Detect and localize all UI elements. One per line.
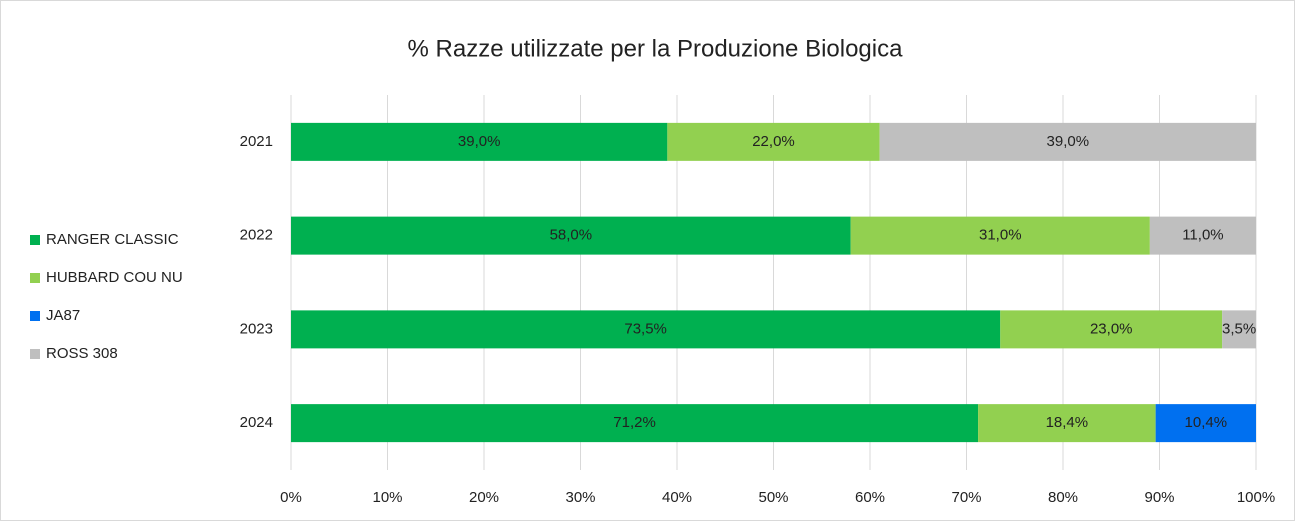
bar-segment [667, 122, 880, 161]
x-tick-label: 60% [855, 489, 885, 506]
legend-swatch [30, 273, 40, 283]
bar-segment [850, 216, 1150, 255]
data-label: 11,0% [1182, 227, 1223, 244]
data-label: 3,5% [1222, 320, 1256, 337]
legend-label: RANGER CLASSIC [46, 231, 179, 248]
x-tick-label: 0% [280, 489, 302, 506]
y-tick-label: 2022 [240, 227, 273, 244]
legend-label: JA87 [46, 307, 80, 324]
data-label: 39,0% [1047, 133, 1090, 150]
data-label: 22,0% [752, 133, 795, 150]
bar-segment [1149, 216, 1256, 255]
y-tick-label: 2023 [240, 320, 273, 337]
bar-segment [291, 122, 668, 161]
chart-title: % Razze utilizzate per la Produzione Bio… [408, 35, 904, 62]
x-tick-label: 20% [469, 489, 499, 506]
bar-segment [879, 122, 1256, 161]
x-tick-label: 10% [372, 489, 402, 506]
bar-segment [978, 404, 1156, 443]
x-tick-label: 50% [758, 489, 788, 506]
x-tick-label: 80% [1048, 489, 1078, 506]
data-label: 18,4% [1046, 414, 1089, 431]
data-label: 10,4% [1185, 414, 1228, 431]
bar-segment [291, 310, 1001, 349]
x-tick-label: 70% [951, 489, 981, 506]
bar-segment [1155, 404, 1256, 443]
x-tick-label: 30% [565, 489, 595, 506]
legend-label: ROSS 308 [46, 345, 118, 362]
legend-swatch [30, 235, 40, 245]
bar-segment [291, 216, 851, 255]
legend-swatch [30, 349, 40, 359]
x-tick-label: 40% [662, 489, 692, 506]
data-label: 71,2% [613, 414, 656, 431]
bar-segment [1222, 310, 1256, 349]
y-tick-label: 2021 [240, 133, 273, 150]
data-label: 73,5% [624, 320, 667, 337]
y-tick-label: 2024 [240, 414, 273, 431]
data-label: 31,0% [979, 227, 1022, 244]
data-label: 58,0% [550, 227, 593, 244]
data-label: 39,0% [458, 133, 501, 150]
data-label: 23,0% [1090, 320, 1133, 337]
bar-segment [291, 404, 979, 443]
legend-label: HUBBARD COU NU [46, 269, 183, 286]
bar-segment [1000, 310, 1223, 349]
legend-swatch [30, 311, 40, 321]
x-tick-label: 100% [1237, 489, 1275, 506]
x-tick-label: 90% [1144, 489, 1174, 506]
